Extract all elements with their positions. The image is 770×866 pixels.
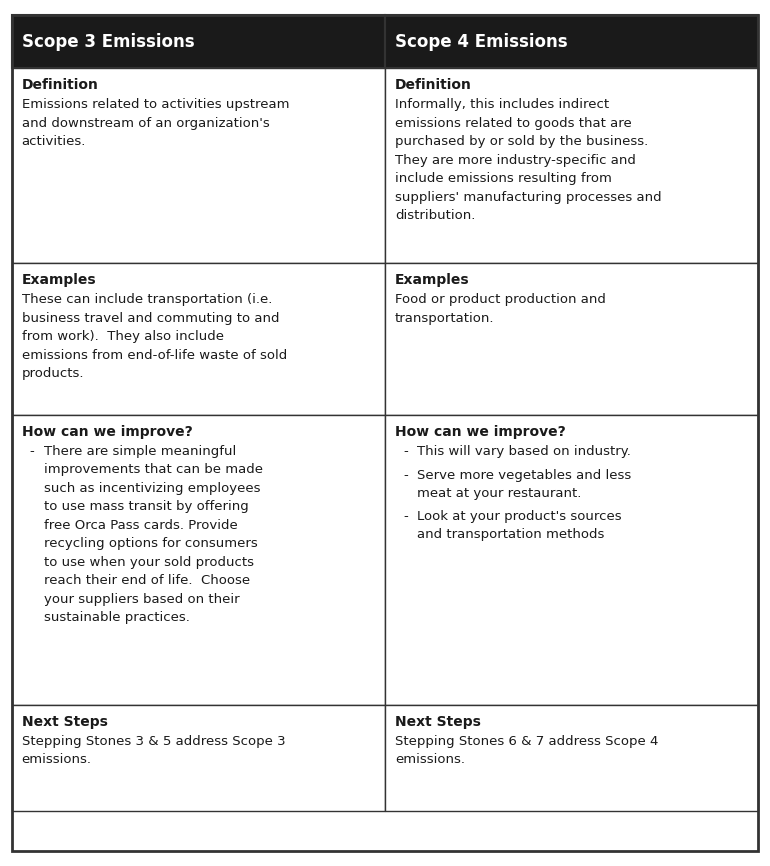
Text: Definition: Definition xyxy=(395,79,472,93)
Text: Examples: Examples xyxy=(395,274,470,288)
Text: -: - xyxy=(403,510,408,523)
Text: Scope 4 Emissions: Scope 4 Emissions xyxy=(395,33,567,50)
Text: Serve more vegetables and less
meat at your restaurant.: Serve more vegetables and less meat at y… xyxy=(417,469,631,501)
Bar xyxy=(12,68,385,263)
Text: How can we improve?: How can we improve? xyxy=(395,425,566,439)
Text: How can we improve?: How can we improve? xyxy=(22,425,192,439)
Text: Next Steps: Next Steps xyxy=(395,715,481,729)
Bar xyxy=(385,15,758,68)
Text: -: - xyxy=(29,445,35,458)
Bar xyxy=(385,263,758,415)
Text: Next Steps: Next Steps xyxy=(22,715,108,729)
Bar xyxy=(385,415,758,705)
Bar xyxy=(385,68,758,263)
Bar xyxy=(12,415,385,705)
Text: -: - xyxy=(403,469,408,481)
Text: Examples: Examples xyxy=(22,274,96,288)
Text: Informally, this includes indirect
emissions related to goods that are
purchased: Informally, this includes indirect emiss… xyxy=(395,99,661,223)
Text: Food or product production and
transportation.: Food or product production and transport… xyxy=(395,294,606,325)
Text: There are simple meaningful
improvements that can be made
such as incentivizing : There are simple meaningful improvements… xyxy=(44,445,263,624)
Text: This will vary based on industry.: This will vary based on industry. xyxy=(417,445,631,458)
Bar xyxy=(385,705,758,811)
Text: Scope 3 Emissions: Scope 3 Emissions xyxy=(22,33,194,50)
Text: These can include transportation (i.e.
business travel and commuting to and
from: These can include transportation (i.e. b… xyxy=(22,294,286,380)
Text: -: - xyxy=(403,445,408,458)
Bar xyxy=(12,263,385,415)
Text: Stepping Stones 3 & 5 address Scope 3
emissions.: Stepping Stones 3 & 5 address Scope 3 em… xyxy=(22,735,285,766)
Text: Stepping Stones 6 & 7 address Scope 4
emissions.: Stepping Stones 6 & 7 address Scope 4 em… xyxy=(395,735,658,766)
Text: Look at your product's sources
and transportation methods: Look at your product's sources and trans… xyxy=(417,510,621,541)
Bar xyxy=(12,15,385,68)
Text: Emissions related to activities upstream
and downstream of an organization's
act: Emissions related to activities upstream… xyxy=(22,99,289,148)
Text: Definition: Definition xyxy=(22,79,99,93)
Bar xyxy=(12,705,385,811)
